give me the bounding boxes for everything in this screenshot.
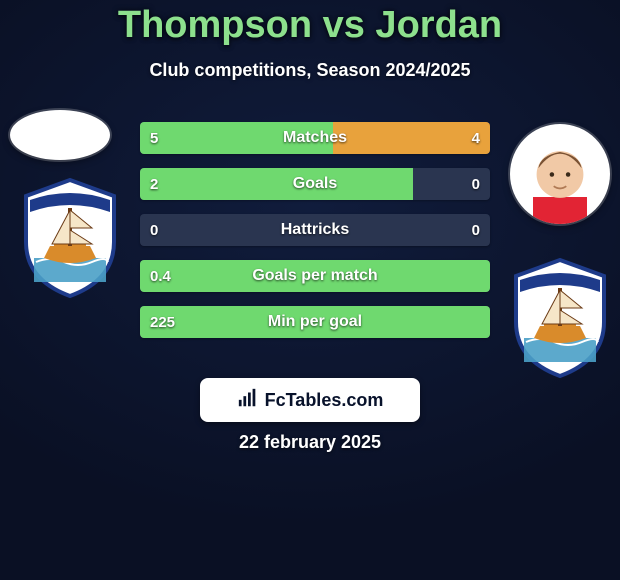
club-crest-left: [20, 178, 120, 298]
stat-row: 0.4Goals per match: [140, 260, 490, 292]
date-text: 22 february 2025: [0, 432, 620, 453]
headshot-icon: [510, 124, 610, 224]
stat-row: 54Matches: [140, 122, 490, 154]
player-left-avatar: [10, 110, 110, 160]
stat-left-value: 2: [150, 168, 158, 200]
stat-row: 20Goals: [140, 168, 490, 200]
page-title: Thompson vs Jordan: [0, 4, 620, 47]
stat-left-value: 5: [150, 122, 158, 154]
stat-left-value: 0.4: [150, 260, 171, 292]
subtitle: Club competitions, Season 2024/2025: [0, 60, 620, 81]
stat-right-value: 4: [472, 122, 480, 154]
stat-right-value: 0: [472, 168, 480, 200]
stat-left-value: 225: [150, 306, 175, 338]
brand-text: FcTables.com: [265, 390, 384, 411]
player-right-avatar: [510, 124, 610, 224]
stat-row: 00Hattricks: [140, 214, 490, 246]
brand-box: FcTables.com: [200, 378, 420, 422]
comparison-card: Thompson vs Jordan Club competitions, Se…: [0, 0, 620, 580]
stat-row: 225Min per goal: [140, 306, 490, 338]
chart-icon: [237, 387, 259, 414]
stat-left-value: 0: [150, 214, 158, 246]
stat-bars: 54Matches20Goals00Hattricks0.4Goals per …: [140, 122, 490, 352]
club-crest-right: [510, 258, 610, 378]
stat-right-value: 0: [472, 214, 480, 246]
